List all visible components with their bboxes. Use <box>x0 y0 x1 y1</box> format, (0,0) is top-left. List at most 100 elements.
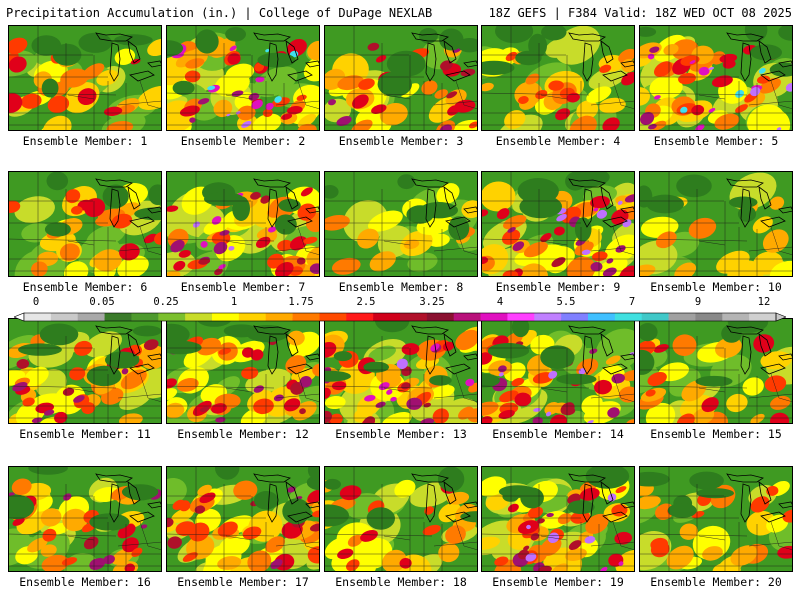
precip-area <box>62 508 88 532</box>
precip-area <box>567 500 595 514</box>
colorbar-value: 0 <box>32 296 40 308</box>
colorbar-swatch <box>695 313 723 321</box>
precip-area <box>639 185 653 208</box>
precip-area <box>103 555 115 565</box>
precip-area <box>702 546 723 561</box>
precip-area <box>551 257 566 268</box>
precip-area <box>514 392 532 407</box>
precip-area <box>89 513 130 531</box>
precip-area <box>546 512 554 518</box>
precip-map <box>481 171 635 277</box>
state-borders <box>481 25 635 131</box>
precip-area <box>728 196 758 209</box>
colorbar-swatch <box>319 313 347 321</box>
precip-map <box>639 25 793 131</box>
precip-area <box>481 536 500 550</box>
precip-area <box>511 318 530 338</box>
precip-area <box>481 401 499 416</box>
precip-area <box>96 69 119 86</box>
colorbar-min-arrow <box>14 312 25 322</box>
precip-field <box>8 32 162 131</box>
precip-area <box>217 521 238 537</box>
precip-area <box>680 55 700 66</box>
precip-area <box>39 323 79 346</box>
ensemble-member-label: Ensemble Member: 5 <box>653 134 779 148</box>
precip-area <box>708 66 715 71</box>
precip-area <box>481 82 494 92</box>
colorbar-swatch <box>668 313 696 321</box>
precip-area <box>251 99 263 110</box>
precip-area <box>689 60 696 65</box>
precip-area <box>587 420 594 424</box>
precip-area <box>770 412 790 424</box>
precip-area <box>523 545 530 551</box>
precip-area <box>78 32 112 53</box>
precip-area <box>267 226 277 233</box>
precip-area <box>403 239 420 249</box>
colorbar-value: 0.25 <box>153 296 179 308</box>
ensemble-member-label: Ensemble Member: 19 <box>492 575 624 589</box>
precip-area <box>487 343 530 359</box>
ensemble-member-label: Ensemble Member: 2 <box>180 134 306 148</box>
precip-area <box>614 531 632 545</box>
ensemble-member-map <box>8 318 162 424</box>
precip-area <box>8 93 23 113</box>
precip-area <box>198 258 211 265</box>
precip-area <box>255 236 271 249</box>
colorbar-max-arrow <box>775 312 786 322</box>
precip-area <box>666 545 694 570</box>
precip-map <box>166 318 320 424</box>
precip-area <box>364 394 376 402</box>
precip-area <box>8 56 27 73</box>
precip-area <box>285 355 307 374</box>
ensemble-member-label: Ensemble Member: 14 <box>492 427 624 441</box>
colorbar-swatch <box>453 313 481 321</box>
precip-area <box>46 171 69 191</box>
precip-area <box>121 368 129 375</box>
precip-area <box>454 99 476 113</box>
precip-area <box>287 330 305 346</box>
colorbar-swatch <box>480 313 508 321</box>
colorbar-swatch <box>507 313 535 321</box>
precip-area <box>551 563 569 572</box>
precip-area <box>640 111 655 126</box>
precip-area <box>324 370 351 382</box>
precip-area <box>548 80 564 91</box>
precip-area <box>374 318 410 333</box>
precip-area <box>265 48 270 53</box>
precip-area <box>357 228 379 249</box>
precip-area <box>61 557 78 566</box>
precip-area <box>639 42 662 59</box>
precip-area <box>172 80 195 96</box>
colorbar-swatch <box>24 313 52 321</box>
precip-area <box>569 115 597 131</box>
precip-area <box>167 536 182 549</box>
precip-field <box>481 318 635 424</box>
great-lakes <box>95 178 162 228</box>
colorbar-swatch <box>158 313 186 321</box>
precip-area <box>715 337 742 358</box>
precip-area <box>147 38 162 57</box>
precip-area <box>184 70 201 83</box>
precip-area <box>505 51 518 62</box>
precip-area <box>615 245 626 253</box>
precip-area <box>584 536 596 544</box>
precip-area <box>43 409 55 416</box>
precip-area <box>667 503 697 518</box>
precip-area <box>14 196 55 223</box>
precip-area <box>252 113 282 131</box>
precip-area <box>760 351 792 370</box>
precip-area <box>309 263 320 275</box>
precip-area <box>278 198 301 212</box>
great-lakes <box>411 32 478 82</box>
precip-area <box>351 119 373 131</box>
state-borders <box>639 25 793 131</box>
precip-area <box>196 337 222 356</box>
precip-area <box>756 75 771 84</box>
precip-area <box>397 174 416 190</box>
precip-map <box>481 318 635 424</box>
ensemble-member-map <box>166 318 320 424</box>
precip-area <box>324 504 349 527</box>
precip-map <box>8 171 162 277</box>
precip-area <box>721 324 742 343</box>
